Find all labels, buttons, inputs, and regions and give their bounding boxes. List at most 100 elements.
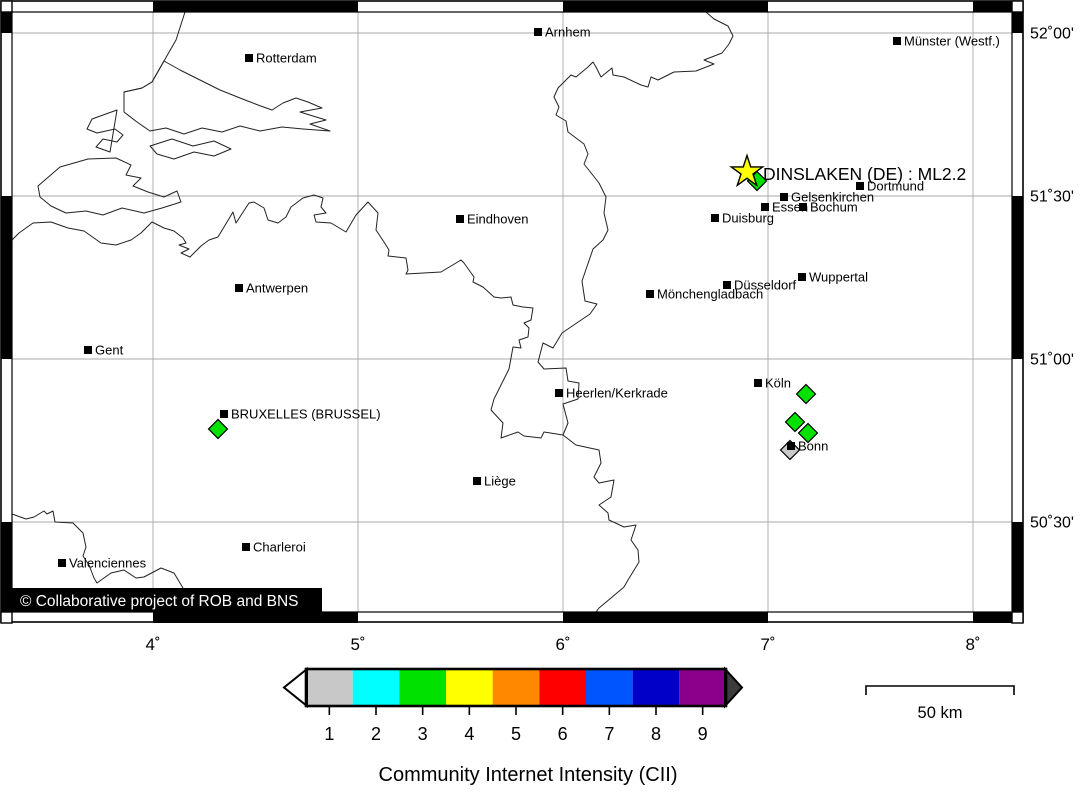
- city-label: Mönchengladbach: [657, 287, 763, 302]
- copyright-banner: [12, 588, 322, 612]
- city-label: Bonn: [798, 439, 828, 454]
- frame-segment: [1012, 196, 1023, 359]
- city-marker: [456, 215, 464, 223]
- frame-corner: [1011, 611, 1024, 624]
- city-label: BRUXELLES (BRUSSEL): [231, 407, 381, 422]
- map-area: [12, 12, 1012, 612]
- frame-segment: [973, 1, 1012, 12]
- intensity-diamond: [207, 418, 229, 440]
- city-marker: [555, 389, 563, 397]
- distance-scalebar: 50 km: [865, 685, 1015, 722]
- colorbar-segment: [446, 669, 493, 706]
- city-marker: [235, 284, 243, 292]
- colorbar-value: 6: [558, 724, 568, 744]
- latitude-label: 50˚30': [1030, 515, 1074, 532]
- colorbar-value: 4: [464, 724, 474, 744]
- latitude-label: 51˚30': [1030, 189, 1074, 206]
- epicenter-star-icon: [729, 153, 765, 188]
- longitude-label: 7˚: [760, 635, 775, 654]
- city-label: Liège: [484, 474, 516, 489]
- city-marker: [245, 54, 253, 62]
- city-label: Arnhem: [545, 25, 591, 40]
- border-path: [562, 434, 640, 613]
- colorbar-value: 8: [651, 724, 661, 744]
- city-marker: [242, 543, 250, 551]
- city-label: Eindhoven: [467, 212, 528, 227]
- city-marker: [646, 290, 654, 298]
- city-marker: [780, 193, 788, 201]
- frame-corner: [0, 0, 13, 13]
- city-label: Antwerpen: [246, 281, 308, 296]
- frame-corner: [0, 611, 13, 624]
- longitude-label: 8˚: [965, 635, 980, 654]
- frame-segment: [563, 612, 768, 623]
- city-label: Bochum: [810, 200, 858, 215]
- epicenter-label: DINSLAKEN (DE) : ML2.2: [763, 164, 966, 184]
- city-marker: [84, 346, 92, 354]
- colorbar-value: 9: [698, 724, 708, 744]
- border-path: [37, 157, 182, 216]
- city-marker: [798, 273, 806, 281]
- colorbar-segment: [632, 669, 680, 706]
- scalebar-label: 50 km: [918, 704, 963, 722]
- intensity-diamond: [784, 411, 806, 433]
- graticule: [12, 12, 1012, 612]
- city-marker: [711, 214, 719, 222]
- city-label: Rotterdam: [256, 51, 317, 66]
- colorbar-segment: [306, 669, 353, 706]
- longitude-label: 5˚: [350, 635, 365, 654]
- city-label: Duisburg: [722, 211, 774, 226]
- city-marker: [754, 379, 762, 387]
- latitude-label: 51˚00': [1030, 352, 1074, 369]
- city-marker: [473, 477, 481, 485]
- frame-segment: [1, 12, 12, 33]
- city-marker: [534, 28, 542, 36]
- city-marker: [761, 203, 769, 211]
- colorbar-value: 3: [418, 724, 428, 744]
- colorbar-right-arrow-icon: [724, 666, 744, 709]
- latitude-label: 52˚00': [1030, 26, 1074, 43]
- colorbar-left-arrow-icon: [282, 666, 308, 709]
- city-markers: Rotterdam Arnhem Münster (Westf.) Eindhoven…: [58, 25, 1000, 571]
- colorbar-segment: [492, 669, 540, 706]
- colorbar-value: 7: [604, 724, 614, 744]
- colorbar-value: 1: [324, 724, 334, 744]
- intensity-diamond: [797, 422, 819, 444]
- border-path: [11, 510, 184, 589]
- border-path: [86, 109, 124, 153]
- longitude-label: 6˚: [555, 635, 570, 654]
- colorbar-segments: [306, 669, 726, 706]
- axis-labels: 4˚ 5˚ 6˚ 7˚ 8˚ 52˚00' 51˚30' 51˚00' 50˚30': [145, 26, 1074, 655]
- city-marker: [893, 37, 901, 45]
- border-path: [11, 194, 580, 439]
- city-marker: [723, 281, 731, 289]
- frame-segment: [973, 612, 1012, 623]
- frame-segment: [153, 1, 358, 12]
- city-label: Charleroi: [253, 540, 306, 555]
- colorbar-ticks: [328, 706, 704, 715]
- city-marker: [799, 203, 807, 211]
- city-label: Heerlen/Kerkrade: [566, 386, 668, 401]
- colorbar-segment: [586, 669, 633, 706]
- city-label: Wuppertal: [809, 270, 868, 285]
- city-label: Dortmund: [867, 179, 924, 194]
- frame-segment: [563, 1, 768, 12]
- colorbar-value: 5: [511, 724, 521, 744]
- border-path: [553, 11, 734, 334]
- frame-corner: [1011, 0, 1024, 13]
- city-label: Gelsenkirchen: [791, 190, 874, 205]
- city-label: Valenciennes: [69, 556, 147, 571]
- scalebar-bracket: [865, 685, 1015, 695]
- border-path: [149, 138, 232, 160]
- city-label: Münster (Westf.): [904, 34, 1000, 49]
- colorbar-value: 2: [371, 724, 381, 744]
- frame-segment: [1012, 522, 1023, 612]
- frame-segment: [1012, 12, 1023, 33]
- colorbar-segment: [399, 669, 446, 706]
- city-label: Gent: [95, 343, 124, 358]
- longitude-label: 4˚: [145, 635, 160, 654]
- frame-segment: [1, 522, 12, 612]
- frame-segment: [1, 196, 12, 359]
